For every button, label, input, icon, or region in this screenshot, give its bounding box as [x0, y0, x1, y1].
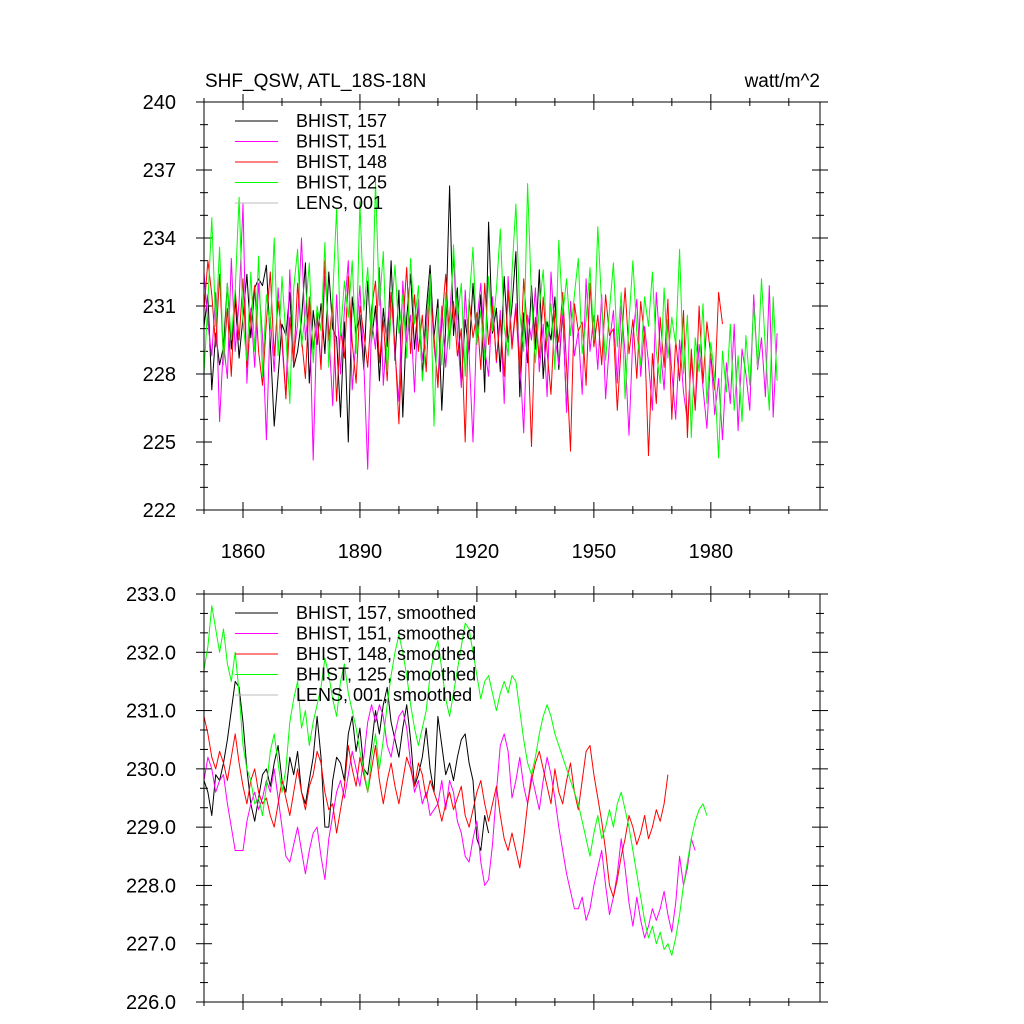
y-tick-label: 231.0 — [126, 701, 176, 723]
legend-label: BHIST, 125 — [296, 173, 387, 193]
y-tick-label: 230.0 — [126, 759, 176, 781]
legend-label: BHIST, 157, smoothed — [296, 603, 476, 623]
legend-label: BHIST, 157 — [296, 111, 387, 131]
y-tick-label: 233.0 — [126, 584, 176, 606]
y-tick-label: 240 — [143, 92, 176, 114]
plot-frame — [203, 101, 821, 511]
y-tick-label: 231 — [143, 296, 176, 318]
x-tick-label: 1920 — [455, 541, 500, 563]
series-line-4 — [203, 180, 778, 459]
y-tick-labels: 240 237 234 231 228 225 222 — [143, 92, 176, 522]
legend-label: BHIST, 148, smoothed — [296, 644, 476, 664]
legend-label: LENS, 001, smoothed — [296, 685, 472, 705]
legend-label: BHIST, 151, smoothed — [296, 624, 476, 644]
y-tick-label: 225 — [143, 432, 176, 454]
x-tick-label: 1980 — [689, 541, 734, 563]
axis-ticks — [196, 586, 828, 1010]
x-tick-label: 1890 — [338, 541, 383, 563]
x-tick-label: 1860 — [221, 541, 266, 563]
y-tick-label: 232.0 — [126, 642, 176, 664]
units-label: watt/m^2 — [744, 71, 820, 92]
plot-lines — [203, 605, 708, 956]
bottom-panel: 233.0 232.0 231.0 230.0 229.0 228.0 227.0 226.0… — [126, 584, 828, 1014]
series-line-4 — [203, 605, 708, 956]
top-panel: SHF_QSW, ATL_18S-18N watt/m^2 2402372342… — [143, 71, 828, 563]
legend-label: BHIST, 151 — [296, 132, 387, 152]
series-line-2 — [203, 203, 778, 470]
series-line-3 — [203, 260, 723, 457]
y-tick-label: 229.0 — [126, 817, 176, 839]
y-tick-label: 237 — [143, 160, 176, 182]
y-tick-label: 228.0 — [126, 875, 176, 897]
plot-frame — [203, 593, 821, 1003]
series-line-1 — [203, 185, 568, 443]
y-tick-label: 228 — [143, 364, 176, 386]
y-tick-label: 226.0 — [126, 992, 176, 1014]
panel-title: SHF_QSW, ATL_18S-18N — [205, 71, 426, 92]
x-tick-labels: 1860 1890 1920 1950 1980 — [221, 541, 733, 563]
y-tick-label: 222 — [143, 500, 176, 522]
x-tick-label: 1950 — [572, 541, 617, 563]
legend-label: BHIST, 125, smoothed — [296, 665, 476, 685]
series-line-1 — [203, 680, 490, 851]
legend-label: LENS, 001 — [296, 193, 383, 213]
y-tick-label: 234 — [143, 228, 176, 250]
plot-lines — [203, 180, 778, 470]
y-tick-label: 227.0 — [126, 934, 176, 956]
legend-label: BHIST, 148 — [296, 152, 387, 172]
y-tick-labels: 233.0 232.0 231.0 230.0 229.0 228.0 227.0 226.0 — [126, 584, 176, 1014]
